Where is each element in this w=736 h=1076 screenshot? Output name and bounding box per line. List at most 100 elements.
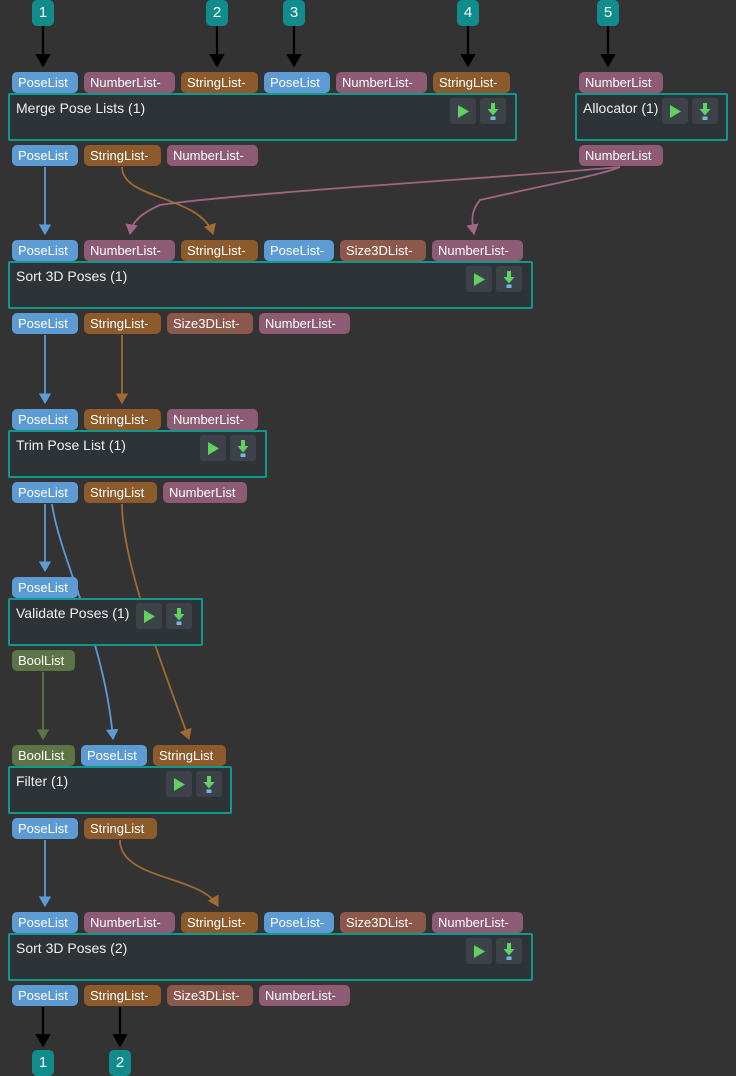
merge-pose-lists-inputs-port-5[interactable]: StringList- xyxy=(433,72,510,93)
node-title: Allocator (1) xyxy=(583,100,659,116)
node-trim-pose-list[interactable]: Trim Pose List (1) xyxy=(8,430,267,478)
download-icon xyxy=(699,102,711,120)
allocator-inputs-port-0[interactable]: NumberList xyxy=(579,72,663,93)
run-button[interactable] xyxy=(450,98,476,124)
sort-3d-poses-2-inputs-port-4[interactable]: Size3DList- xyxy=(340,912,426,933)
input-terminal-4[interactable]: 4 xyxy=(457,0,479,26)
node-actions xyxy=(662,98,718,124)
sort-3d-poses-1-outputs-port-2[interactable]: Size3DList- xyxy=(167,313,253,334)
trim-pose-list-inputs-port-1[interactable]: StringList- xyxy=(84,409,161,430)
allocator-outputs-port-0[interactable]: NumberList xyxy=(579,145,663,166)
merge-pose-lists-inputs-port-1[interactable]: NumberList- xyxy=(84,72,175,93)
node-sort-3d-poses-1[interactable]: Sort 3D Poses (1) xyxy=(8,261,533,309)
validate-poses-inputs-port-0[interactable]: PoseList xyxy=(12,577,78,598)
download-button[interactable] xyxy=(496,266,522,292)
play-icon xyxy=(670,104,681,118)
trim-pose-list-outputs-port-0[interactable]: PoseList xyxy=(12,482,78,503)
node-actions xyxy=(466,938,522,964)
download-button[interactable] xyxy=(692,98,718,124)
filter-inputs-port-2[interactable]: StringList xyxy=(153,745,226,766)
run-button[interactable] xyxy=(466,938,492,964)
node-title: Trim Pose List (1) xyxy=(16,437,126,453)
merge-pose-lists-outputs-port-2[interactable]: NumberList- xyxy=(167,145,258,166)
merge-pose-lists-inputs-port-0[interactable]: PoseList xyxy=(12,72,78,93)
node-validate-poses[interactable]: Validate Poses (1) xyxy=(8,598,203,646)
node-actions xyxy=(450,98,506,124)
input-terminal-3[interactable]: 3 xyxy=(283,0,305,26)
sort-3d-poses-1-outputs-port-0[interactable]: PoseList xyxy=(12,313,78,334)
node-title: Sort 3D Poses (1) xyxy=(16,268,128,284)
download-icon xyxy=(237,439,249,457)
edge-allocator-sort1-number1 xyxy=(125,166,621,236)
input-terminal-5[interactable]: 5 xyxy=(597,0,619,26)
download-button[interactable] xyxy=(480,98,506,124)
sort-3d-poses-2-outputs-port-3[interactable]: NumberList- xyxy=(259,985,350,1006)
sort-3d-poses-1-inputs-port-1[interactable]: NumberList- xyxy=(84,240,175,261)
sort-3d-poses-1-inputs-port-4[interactable]: Size3DList- xyxy=(340,240,426,261)
node-actions xyxy=(166,771,222,797)
merge-pose-lists-outputs-port-1[interactable]: StringList- xyxy=(84,145,161,166)
download-icon xyxy=(203,775,215,793)
node-merge-pose-lists[interactable]: Merge Pose Lists (1) xyxy=(8,93,517,141)
run-button[interactable] xyxy=(136,603,162,629)
run-button[interactable] xyxy=(466,266,492,292)
trim-pose-list-inputs-port-0[interactable]: PoseList xyxy=(12,409,78,430)
sort-3d-poses-2-inputs-port-2[interactable]: StringList- xyxy=(181,912,258,933)
filter-inputs-port-1[interactable]: PoseList xyxy=(81,745,147,766)
play-icon xyxy=(208,441,219,455)
merge-pose-lists-outputs-port-0[interactable]: PoseList xyxy=(12,145,78,166)
download-button[interactable] xyxy=(166,603,192,629)
edge-filter-stringlist-sort2 xyxy=(119,839,219,907)
merge-pose-lists-inputs-port-4[interactable]: NumberList- xyxy=(336,72,427,93)
node-filter[interactable]: Filter (1) xyxy=(8,766,232,814)
download-button[interactable] xyxy=(230,435,256,461)
output-terminal-1[interactable]: 1 xyxy=(32,1050,54,1076)
sort-3d-poses-1-inputs-port-5[interactable]: NumberList- xyxy=(432,240,523,261)
download-button[interactable] xyxy=(496,938,522,964)
filter-outputs-port-0[interactable]: PoseList xyxy=(12,818,78,839)
download-icon xyxy=(487,102,499,120)
edge-allocator-sort1-number2 xyxy=(466,166,621,236)
node-actions xyxy=(136,603,192,629)
sort-3d-poses-1-inputs-port-2[interactable]: StringList- xyxy=(181,240,258,261)
run-button[interactable] xyxy=(662,98,688,124)
filter-outputs-port-1[interactable]: StringList xyxy=(84,818,157,839)
sort-3d-poses-1-inputs-port-3[interactable]: PoseList- xyxy=(264,240,334,261)
sort-3d-poses-2-inputs-port-0[interactable]: PoseList xyxy=(12,912,78,933)
merge-pose-lists-inputs-port-3[interactable]: PoseList xyxy=(264,72,330,93)
node-sort-3d-poses-2[interactable]: Sort 3D Poses (2) xyxy=(8,933,533,981)
node-actions xyxy=(466,266,522,292)
node-title: Sort 3D Poses (2) xyxy=(16,940,128,956)
sort-3d-poses-1-inputs-port-0[interactable]: PoseList xyxy=(12,240,78,261)
edge-merge-stringlist-sort1 xyxy=(121,166,216,236)
sort-3d-poses-2-inputs-port-1[interactable]: NumberList- xyxy=(84,912,175,933)
sort-3d-poses-2-outputs-port-2[interactable]: Size3DList- xyxy=(167,985,253,1006)
filter-inputs-port-0[interactable]: BoolList xyxy=(12,745,75,766)
node-title: Filter (1) xyxy=(16,773,69,789)
sort-3d-poses-2-inputs-port-3[interactable]: PoseList- xyxy=(264,912,334,933)
node-allocator[interactable]: Allocator (1) xyxy=(575,93,728,141)
sort-3d-poses-1-outputs-port-3[interactable]: NumberList- xyxy=(259,313,350,334)
download-icon xyxy=(503,270,515,288)
download-button[interactable] xyxy=(196,771,222,797)
validate-poses-outputs-port-0[interactable]: BoolList xyxy=(12,650,75,671)
download-icon xyxy=(173,607,185,625)
play-icon xyxy=(474,272,485,286)
trim-pose-list-outputs-port-2[interactable]: NumberList xyxy=(163,482,247,503)
play-icon xyxy=(144,609,155,623)
trim-pose-list-outputs-port-1[interactable]: StringList xyxy=(84,482,157,503)
node-title: Merge Pose Lists (1) xyxy=(16,100,146,116)
node-actions xyxy=(200,435,256,461)
run-button[interactable] xyxy=(200,435,226,461)
output-terminal-2[interactable]: 2 xyxy=(109,1050,131,1076)
merge-pose-lists-inputs-port-2[interactable]: StringList- xyxy=(181,72,258,93)
sort-3d-poses-1-outputs-port-1[interactable]: StringList- xyxy=(84,313,161,334)
run-button[interactable] xyxy=(166,771,192,797)
input-terminal-2[interactable]: 2 xyxy=(206,0,228,26)
sort-3d-poses-2-outputs-port-1[interactable]: StringList- xyxy=(84,985,161,1006)
sort-3d-poses-2-outputs-port-0[interactable]: PoseList xyxy=(12,985,78,1006)
sort-3d-poses-2-inputs-port-5[interactable]: NumberList- xyxy=(432,912,523,933)
input-terminal-1[interactable]: 1 xyxy=(32,0,54,26)
trim-pose-list-inputs-port-2[interactable]: NumberList- xyxy=(167,409,258,430)
